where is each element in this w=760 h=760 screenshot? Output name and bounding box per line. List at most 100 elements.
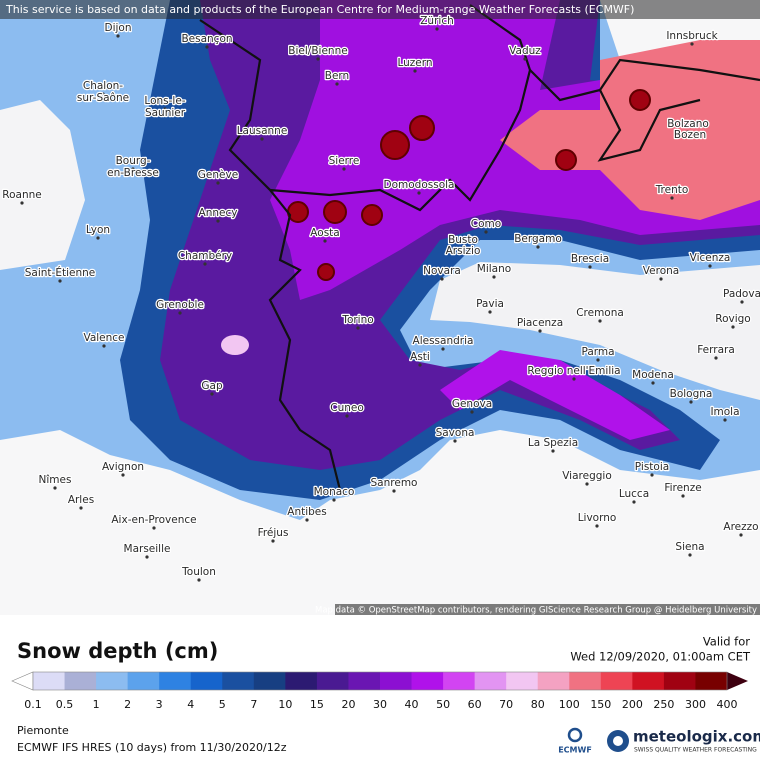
place-marker: [342, 167, 346, 171]
place-label: Marseille: [124, 543, 171, 555]
borders: [199, 4, 760, 491]
place-label: Sierre: [329, 155, 360, 167]
place-marker: [418, 363, 422, 367]
place-label: Aosta: [310, 227, 339, 239]
place-marker: [216, 181, 220, 185]
place-marker: [650, 473, 654, 477]
colorbar-label: 80: [531, 698, 545, 711]
colorbar-bin: [33, 672, 65, 690]
place-marker: [688, 553, 692, 557]
colorbar-bin: [411, 672, 444, 690]
place-label: Bergamo: [514, 233, 562, 245]
tagline: SWISS QUALITY WEATHER FORECASTING: [634, 747, 757, 754]
no-snow-area: [0, 430, 760, 615]
place-label: Bolzano: [667, 118, 709, 130]
place-marker: [260, 137, 264, 141]
colorbar-bin: [253, 672, 286, 690]
colorbar-label: 3: [156, 698, 163, 711]
place-marker: [323, 239, 327, 243]
place-label: Imola: [710, 406, 739, 418]
place-label: Brescia: [571, 253, 609, 265]
place-label: Cuneo: [330, 402, 364, 414]
colorbar-label: 30: [373, 698, 387, 711]
no-snow-area: [430, 262, 760, 400]
attribution-background: [335, 604, 760, 615]
place-label: Siena: [675, 541, 704, 553]
place-label: Bourg-: [116, 155, 151, 167]
map: This service is based on data and produc…: [0, 0, 760, 616]
attribution: Map data © OpenStreetMap contributors, r…: [315, 606, 757, 616]
place-marker: [714, 356, 718, 360]
colorbar-over: [727, 672, 748, 690]
place-label: Fréjus: [258, 527, 289, 539]
place-label: Firenze: [664, 482, 701, 494]
place-marker: [488, 310, 492, 314]
place-marker: [686, 130, 690, 134]
place-label: Cremona: [576, 307, 624, 319]
place-label: Biel/Bienne: [288, 45, 347, 57]
colorbar-bin: [64, 672, 97, 690]
place-marker: [538, 329, 542, 333]
place-marker: [131, 167, 135, 171]
place-label: sur-Saône: [77, 92, 129, 104]
place-label: Pistoia: [635, 461, 669, 473]
place-label: Chalon-: [83, 80, 123, 92]
colorbar-under: [11, 671, 34, 691]
colorbar-bin: [316, 672, 349, 690]
place-marker: [197, 578, 201, 582]
colorbar-label: 150: [590, 698, 611, 711]
place-marker: [689, 400, 693, 404]
brand: meteologix.com: [633, 728, 760, 746]
colorbar-label: 2: [124, 698, 131, 711]
colorbar-label: 10: [278, 698, 292, 711]
banner: This service is based on data and produc…: [5, 3, 634, 16]
place-label: Parma: [581, 346, 614, 358]
colorbar-label: 200: [622, 698, 643, 711]
deep-snow-patches: [287, 89, 651, 281]
place-label: Reggio nell'Emilia: [527, 365, 620, 377]
place-label: Viareggio: [562, 470, 612, 482]
place-label: Chambéry: [178, 250, 232, 262]
colorbar-label: 0.5: [56, 698, 74, 711]
place-marker: [690, 42, 694, 46]
colorbar-label: 20: [341, 698, 355, 711]
place-marker: [145, 555, 149, 559]
place-marker: [435, 27, 439, 31]
place-label: Piacenza: [517, 317, 563, 329]
place-label: Arezzo: [723, 521, 758, 533]
place-label: Livorno: [578, 512, 617, 524]
snow-area: [221, 335, 249, 355]
place-marker: [681, 494, 685, 498]
place-label: Grenoble: [156, 299, 204, 311]
colorbar-label: 100: [559, 698, 580, 711]
place-marker: [96, 236, 100, 240]
place-label: Nîmes: [39, 474, 72, 486]
place-marker: [739, 533, 743, 537]
colorbar-label: 5: [219, 698, 226, 711]
meteologix-logo[interactable]: meteologix.com SWISS QUALITY WEATHER FOR…: [607, 728, 760, 754]
colorbar-label: 7: [250, 698, 257, 711]
place-marker: [551, 449, 555, 453]
place-marker: [58, 279, 62, 283]
colorbar-bin: [443, 672, 476, 690]
place-label: Saunier: [145, 107, 186, 119]
colorbar-frame: [32, 671, 728, 691]
place-label: Monaco: [314, 486, 355, 498]
colorbar-bin: [348, 672, 381, 690]
place-label: Innsbruck: [666, 30, 718, 42]
valid-time: Wed 12/09/2020, 01:00am CET: [570, 650, 751, 664]
colorbar-label: 0.1: [24, 698, 42, 711]
place-marker: [588, 265, 592, 269]
place-marker: [205, 45, 209, 49]
place-marker: [163, 107, 167, 111]
place-marker: [332, 498, 336, 502]
place-marker: [203, 262, 207, 266]
place-marker: [731, 325, 735, 329]
place-label: Rovigo: [715, 313, 750, 325]
place-label: Arles: [68, 494, 94, 506]
places: Dijon Besançon Biel/Bienne Zürich Vaduz Innsb…: [1, 14, 760, 582]
place-label: Genève: [198, 169, 238, 181]
colorbar-label: 400: [717, 698, 738, 711]
place-label: Saint-Étienne: [25, 266, 95, 279]
